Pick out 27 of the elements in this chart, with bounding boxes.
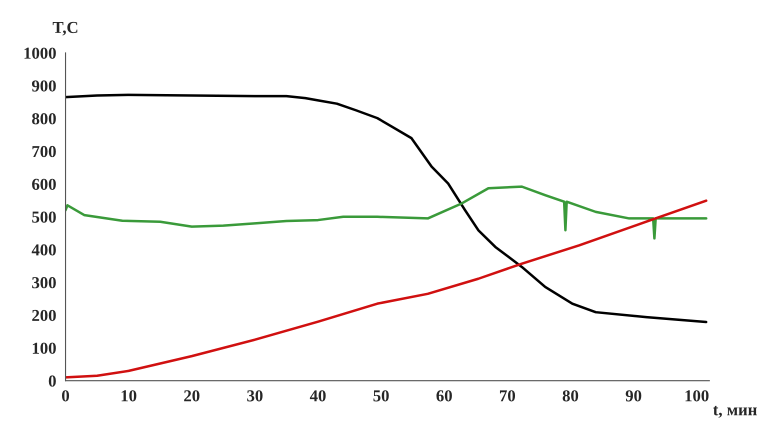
x-tick-label: 40 [310,390,326,402]
x-tick-label: 10 [122,390,136,402]
x-tick-label: 0 [62,390,70,402]
y-tick-label: 500 [32,211,56,223]
y-tick-label: 400 [32,244,56,256]
y-tick-label: 0 [48,375,56,387]
x-tick-label: 80 [562,390,578,402]
line-series [66,199,708,379]
x-tick-label: 50 [373,390,389,402]
x-tick-label: 70 [500,390,516,402]
y-tick-label: 600 [32,178,56,190]
line-series [66,185,708,240]
y-tick-label: 1000 [24,48,56,59]
y-tick-label: 900 [32,80,56,92]
x-tick-label: 30 [247,390,263,402]
x-tick-label: 90 [626,390,642,402]
x-tick-label: 100 [686,390,709,402]
line-series [66,94,708,324]
y-tick-label: 300 [32,277,56,288]
x-tick-label: 20 [184,390,200,402]
x-tick-label: 60 [436,390,452,402]
y-tick-label: 200 [32,310,56,322]
y-tick-label: 100 [32,342,56,354]
y-axis-title: T,C [52,22,78,36]
x-axis-title: t, мин [713,406,757,418]
y-tick-label: 800 [32,113,56,124]
y-tick-label: 700 [32,146,56,158]
